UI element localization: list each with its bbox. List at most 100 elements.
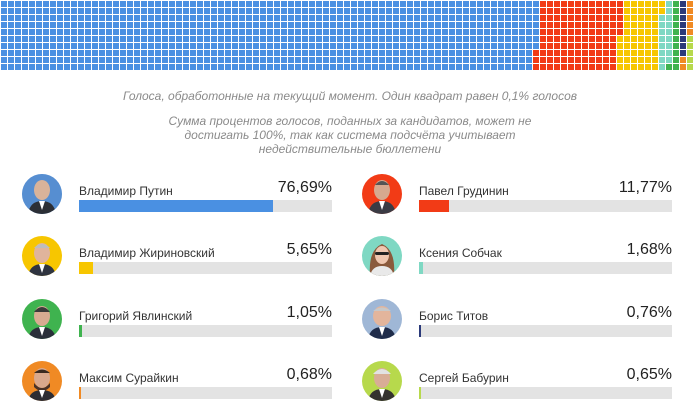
waffle-square (435, 64, 441, 70)
waffle-square (64, 36, 70, 42)
waffle-square (505, 64, 511, 70)
waffle-square (295, 57, 301, 63)
waffle-square (99, 43, 105, 49)
waffle-square (687, 50, 693, 56)
waffle-square (659, 1, 665, 7)
waffle-square (456, 8, 462, 14)
waffle-square (596, 57, 602, 63)
waffle-square (519, 22, 525, 28)
waffle-square (470, 1, 476, 7)
waffle-square (533, 57, 539, 63)
waffle-square (386, 22, 392, 28)
portrait-zhirinovsky-icon (22, 236, 62, 276)
waffle-square (505, 43, 511, 49)
waffle-square (519, 15, 525, 21)
waffle-square (554, 8, 560, 14)
waffle-square (78, 64, 84, 70)
waffle-square (491, 64, 497, 70)
result-bar-fill (419, 325, 421, 337)
waffle-square (638, 57, 644, 63)
waffle-square (533, 43, 539, 49)
waffle-square (533, 22, 539, 28)
waffle-square (386, 57, 392, 63)
waffle-square (239, 57, 245, 63)
waffle-square (589, 29, 595, 35)
waffle-square (127, 22, 133, 28)
waffle-square (470, 22, 476, 28)
waffle-square (484, 57, 490, 63)
waffle-square (631, 15, 637, 21)
waffle-square (8, 43, 14, 49)
waffle-square (218, 1, 224, 7)
waffle-square (183, 29, 189, 35)
waffle-square (512, 22, 518, 28)
waffle-square (92, 22, 98, 28)
waffle-square (631, 8, 637, 14)
waffle-square (15, 50, 21, 56)
waffle-square (547, 22, 553, 28)
waffle-square (225, 50, 231, 56)
waffle-square (456, 15, 462, 21)
waffle-square (85, 50, 91, 56)
waffle-square (43, 8, 49, 14)
waffle-square (477, 8, 483, 14)
waffle-square (36, 8, 42, 14)
waffle-square (239, 1, 245, 7)
waffle-square (246, 50, 252, 56)
waffle-square (176, 15, 182, 21)
waffle-square (337, 29, 343, 35)
waffle-square (645, 15, 651, 21)
waffle-square (92, 64, 98, 70)
waffle-square (99, 15, 105, 21)
waffle-square (554, 64, 560, 70)
waffle-square (589, 64, 595, 70)
waffle-square (309, 8, 315, 14)
waffle-square (568, 1, 574, 7)
waffle-square (680, 1, 686, 7)
waffle-square (645, 64, 651, 70)
waffle-square (652, 57, 658, 63)
waffle-square (190, 8, 196, 14)
waffle-square (575, 43, 581, 49)
waffle-square (155, 57, 161, 63)
waffle-square (554, 57, 560, 63)
waffle-square (141, 43, 147, 49)
waffle-square (302, 22, 308, 28)
waffle-square (204, 50, 210, 56)
waffle-square (316, 15, 322, 21)
waffle-square (400, 64, 406, 70)
waffle-square (673, 29, 679, 35)
waffle-square (505, 8, 511, 14)
waffle-square (659, 8, 665, 14)
waffle-square (15, 64, 21, 70)
waffle-square (589, 57, 595, 63)
waffle-square (491, 29, 497, 35)
waffle-square (8, 36, 14, 42)
waffle-square (365, 8, 371, 14)
waffle-square (22, 15, 28, 21)
waffle-square (561, 36, 567, 42)
waffle-square (498, 64, 504, 70)
waffle-square (512, 43, 518, 49)
waffle-square (267, 43, 273, 49)
waffle-square (351, 50, 357, 56)
waffle-square (631, 50, 637, 56)
waffle-square (680, 50, 686, 56)
waffle-square (148, 43, 154, 49)
waffle-square (15, 15, 21, 21)
waffle-square (512, 1, 518, 7)
waffle-square (120, 15, 126, 21)
waffle-square (50, 1, 56, 7)
waffle-square (673, 43, 679, 49)
waffle-square (652, 43, 658, 49)
waffle-square (302, 29, 308, 35)
waffle-square (288, 29, 294, 35)
waffle-square (351, 22, 357, 28)
waffle-square (407, 50, 413, 56)
waffle-square (687, 1, 693, 7)
waffle-square (652, 8, 658, 14)
waffle-square (211, 50, 217, 56)
waffle-square (330, 57, 336, 63)
waffle-square (400, 36, 406, 42)
waffle-square (316, 1, 322, 7)
